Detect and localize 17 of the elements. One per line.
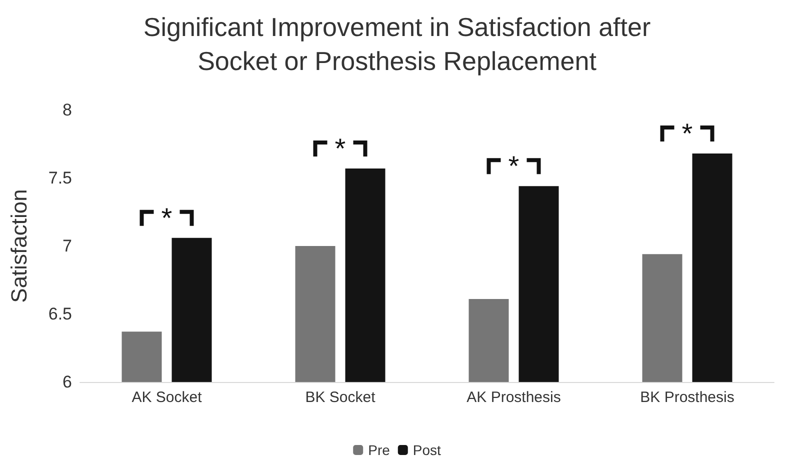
x-tick-label: BK Socket [305,389,376,406]
annotation: * [508,150,520,182]
legend-label: Post [412,442,442,458]
x-tick-label: AK Socket [132,389,203,406]
annotation: * [334,132,346,164]
chart-title: Significant Improvement in Satisfaction after Socket or Prosthesis Replacement [143,12,651,76]
annotation: * [161,202,172,234]
annotation: * [682,118,693,150]
y-tick-label: 8 [62,100,72,120]
x-tick-label: AK Prosthesis [466,389,561,406]
y-tick-label: 7.5 [48,168,72,188]
y-tick-label: 6.5 [48,304,72,324]
y-axis-title: Satisfaction [6,189,32,303]
legend-label: Pre [368,442,390,458]
y-tick-label: 6 [62,372,72,392]
y-tick-label: 7 [62,236,72,256]
x-tick-label: BK Prosthesis [640,389,734,406]
